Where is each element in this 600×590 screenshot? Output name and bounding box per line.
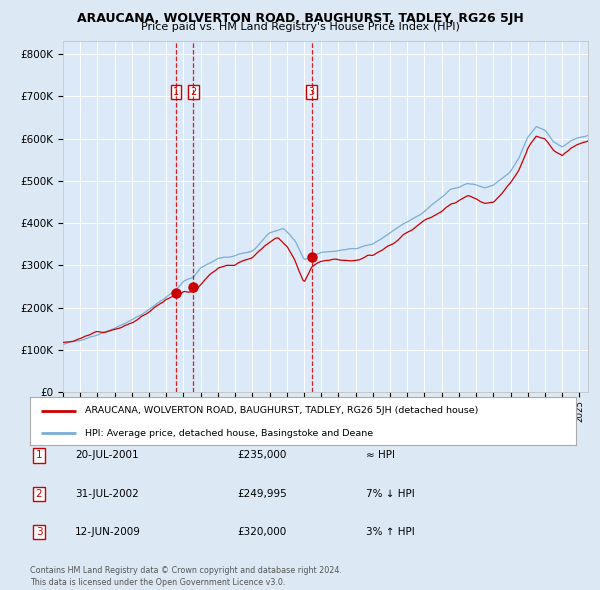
Text: ≈ HPI: ≈ HPI: [366, 451, 395, 460]
Text: 3% ↑ HPI: 3% ↑ HPI: [366, 527, 415, 537]
Text: 20-JUL-2001: 20-JUL-2001: [75, 451, 139, 460]
Text: Contains HM Land Registry data © Crown copyright and database right 2024.
This d: Contains HM Land Registry data © Crown c…: [30, 566, 342, 587]
Text: Price paid vs. HM Land Registry's House Price Index (HPI): Price paid vs. HM Land Registry's House …: [140, 22, 460, 32]
Text: 2: 2: [190, 87, 197, 97]
Text: 7% ↓ HPI: 7% ↓ HPI: [366, 489, 415, 499]
Text: 31-JUL-2002: 31-JUL-2002: [75, 489, 139, 499]
Text: £320,000: £320,000: [237, 527, 286, 537]
Text: 3: 3: [308, 87, 314, 97]
Text: 1: 1: [173, 87, 179, 97]
Text: 12-JUN-2009: 12-JUN-2009: [75, 527, 141, 537]
Text: HPI: Average price, detached house, Basingstoke and Deane: HPI: Average price, detached house, Basi…: [85, 429, 373, 438]
Text: 1: 1: [35, 451, 43, 460]
Text: 2: 2: [35, 489, 43, 499]
Text: £235,000: £235,000: [237, 451, 286, 460]
Text: ARAUCANA, WOLVERTON ROAD, BAUGHURST, TADLEY, RG26 5JH: ARAUCANA, WOLVERTON ROAD, BAUGHURST, TAD…: [77, 12, 523, 25]
Text: 3: 3: [35, 527, 43, 537]
Text: ARAUCANA, WOLVERTON ROAD, BAUGHURST, TADLEY, RG26 5JH (detached house): ARAUCANA, WOLVERTON ROAD, BAUGHURST, TAD…: [85, 406, 478, 415]
Text: £249,995: £249,995: [237, 489, 287, 499]
